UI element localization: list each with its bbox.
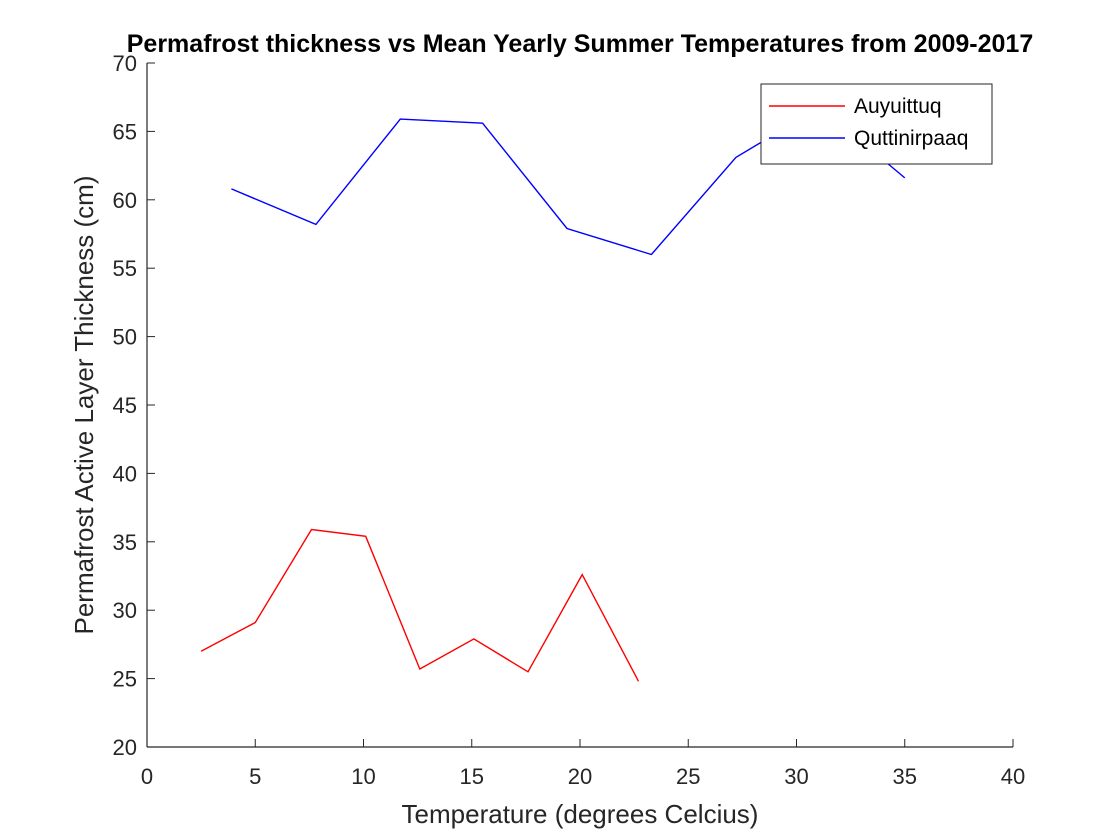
y-tick-label: 70 bbox=[113, 51, 137, 76]
legend: Auyuittuq Quttinirpaaq bbox=[760, 83, 993, 165]
legend-label-quttinirpaaq: Quttinirpaaq bbox=[854, 127, 968, 150]
y-tick-label: 50 bbox=[113, 325, 137, 350]
x-tick-label: 0 bbox=[141, 764, 153, 789]
x-tick-label: 35 bbox=[893, 764, 917, 789]
y-tick-label: 65 bbox=[113, 119, 137, 144]
chart-title: Permafrost thickness vs Mean Yearly Summ… bbox=[127, 30, 1033, 58]
x-axis-label: Temperature (degrees Celcius) bbox=[402, 799, 759, 829]
y-tick-label: 55 bbox=[113, 256, 137, 281]
y-tick-label: 35 bbox=[113, 530, 137, 555]
axes: 0 5 10 15 20 25 30 35 40 20 25 30 35 40 45 50 55 60 65 70 bbox=[113, 51, 1026, 789]
y-tick-label: 30 bbox=[113, 598, 137, 623]
series-line-auyuittuq bbox=[200, 528, 640, 682]
y-axis-label: Permafrost Active Layer Thickness (cm) bbox=[69, 176, 99, 635]
legend-label-auyuittuq: Auyuittuq bbox=[854, 95, 942, 118]
legend-box bbox=[760, 83, 993, 165]
x-tick-label: 40 bbox=[1001, 764, 1025, 789]
y-tick-label: 25 bbox=[113, 667, 137, 692]
y-tick-label: 40 bbox=[113, 461, 137, 486]
y-tick-label: 20 bbox=[113, 735, 137, 760]
x-tick-label: 30 bbox=[784, 764, 808, 789]
x-tick-label: 25 bbox=[676, 764, 700, 789]
y-tick-label: 45 bbox=[113, 393, 137, 418]
x-tick-label: 20 bbox=[568, 764, 592, 789]
x-tick-label: 15 bbox=[460, 764, 484, 789]
y-tick-label: 60 bbox=[113, 188, 137, 213]
x-tick-label: 10 bbox=[351, 764, 375, 789]
x-tick-label: 5 bbox=[249, 764, 261, 789]
